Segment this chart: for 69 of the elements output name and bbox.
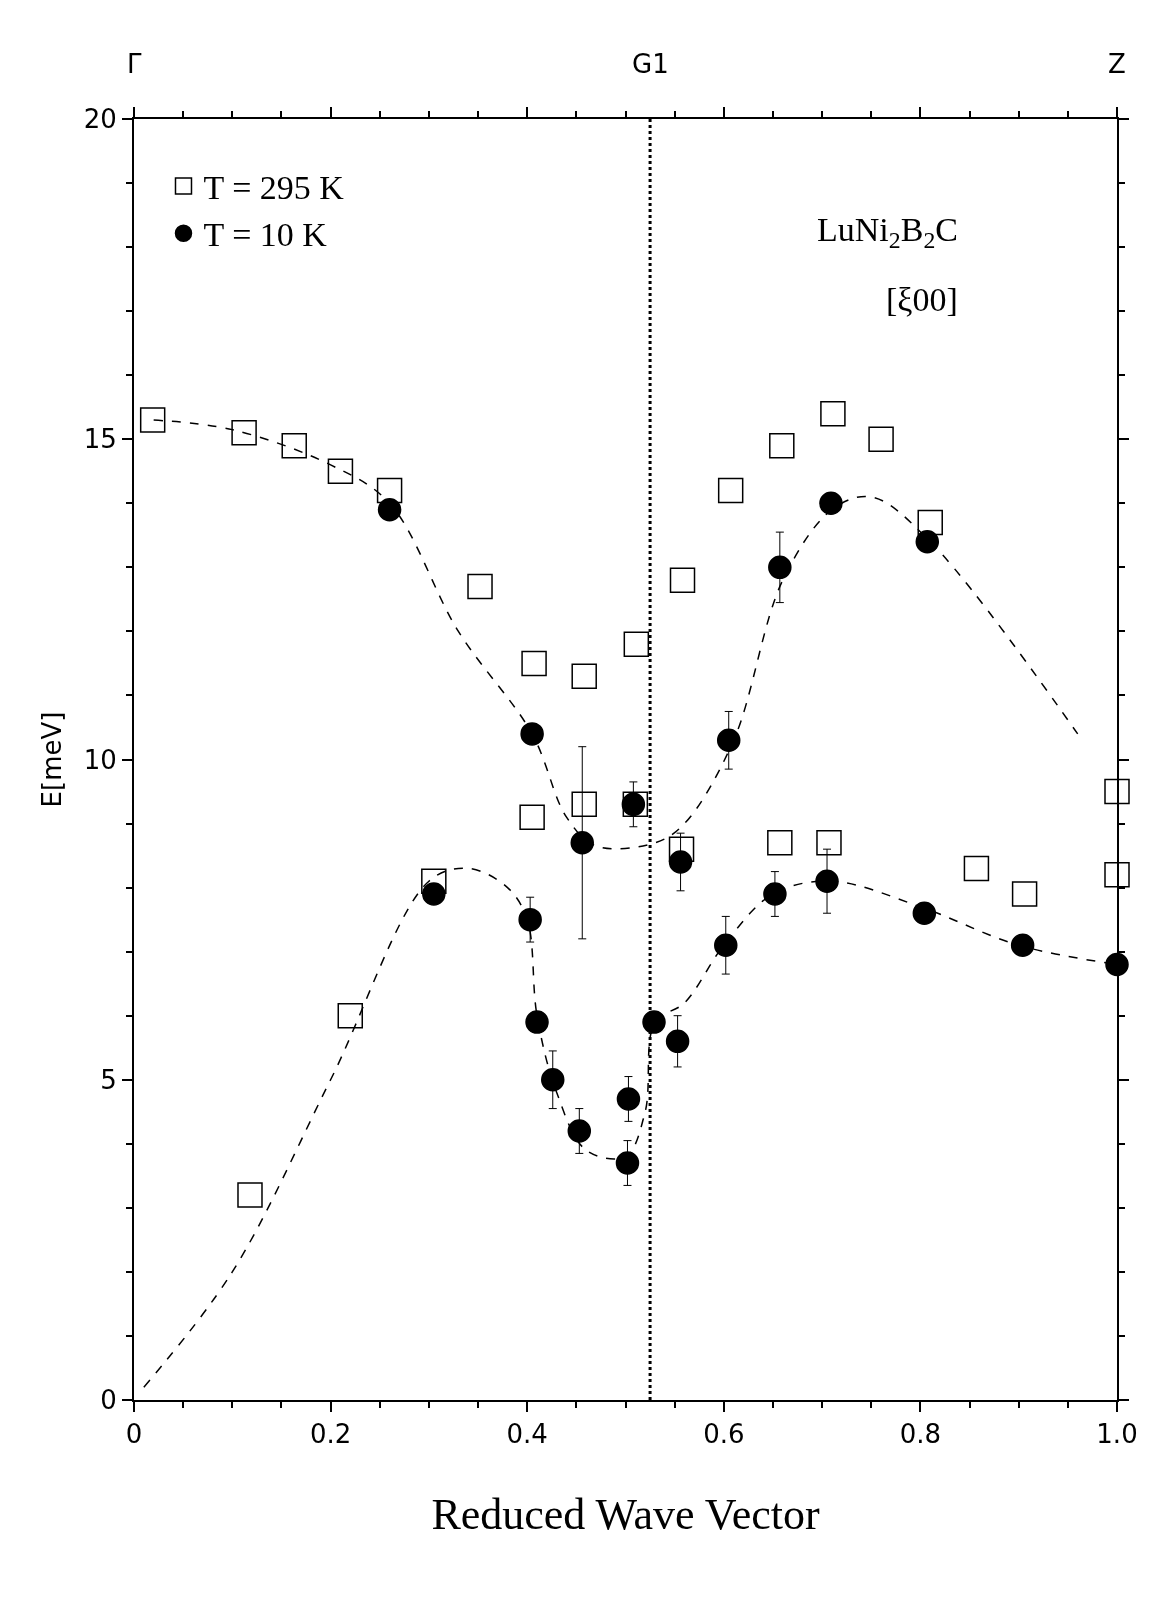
point [541, 1068, 565, 1092]
point [623, 631, 650, 657]
point [668, 836, 695, 862]
point [915, 529, 940, 554]
point [917, 509, 943, 536]
point [570, 831, 594, 855]
point [714, 933, 738, 957]
point [669, 567, 696, 593]
point [518, 907, 542, 932]
point [912, 901, 937, 925]
point [763, 882, 787, 906]
point [1104, 778, 1130, 805]
y-tick-label: 0 [100, 1385, 117, 1416]
x-tick-label: 0.8 [899, 1419, 942, 1450]
point [716, 728, 741, 753]
point [281, 432, 307, 459]
x-tick-label: 0.2 [309, 1419, 352, 1450]
point [327, 458, 354, 485]
point [377, 497, 402, 522]
x-tick-label: 0 [125, 1419, 143, 1450]
point [1104, 862, 1130, 888]
point [525, 1010, 549, 1034]
y-tick-label: 10 [83, 744, 117, 775]
point [769, 432, 795, 459]
point [571, 791, 597, 818]
point [139, 407, 166, 433]
point [668, 850, 693, 874]
point [337, 1002, 364, 1029]
point [767, 830, 793, 856]
annotation: LuNi$_{2}$B$_{2}$C [817, 211, 958, 254]
point [1011, 881, 1038, 907]
point [567, 1119, 592, 1143]
x-axis-title: Reduced Wave Vector [431, 1490, 820, 1539]
legend-label: T = 10 K [203, 216, 328, 254]
point [1010, 933, 1035, 957]
point [816, 830, 842, 856]
point [519, 804, 545, 830]
point [237, 1182, 263, 1208]
point [665, 1029, 690, 1054]
point [521, 650, 547, 677]
point [1105, 952, 1129, 977]
point [815, 869, 839, 893]
point [231, 420, 257, 446]
point [376, 477, 403, 504]
y-tick-label: 15 [83, 424, 117, 455]
annotation: [ξ00] [886, 281, 958, 318]
point [717, 477, 744, 504]
point [820, 400, 846, 427]
x-tick-label: 0.6 [703, 1419, 745, 1450]
point [467, 573, 493, 600]
text: Z [1108, 49, 1126, 79]
point [963, 855, 990, 882]
point [642, 1010, 666, 1034]
x-tick-label: 0.4 [506, 1419, 548, 1450]
point [616, 1087, 641, 1111]
point [571, 663, 597, 689]
text: Γ [127, 49, 142, 79]
point [422, 882, 446, 906]
y-tick-label: 20 [83, 104, 117, 135]
point [520, 722, 544, 746]
point [615, 1151, 640, 1175]
y-tick-label: 5 [100, 1064, 117, 1095]
legend-label: T = 295 K [203, 169, 345, 207]
point [819, 491, 843, 516]
point [868, 426, 894, 452]
point [768, 555, 792, 580]
y-axis-title: E[meV] [36, 711, 67, 808]
x-tick-label: 1.0 [1096, 1419, 1138, 1450]
ref-line-label: G1 [632, 49, 669, 79]
